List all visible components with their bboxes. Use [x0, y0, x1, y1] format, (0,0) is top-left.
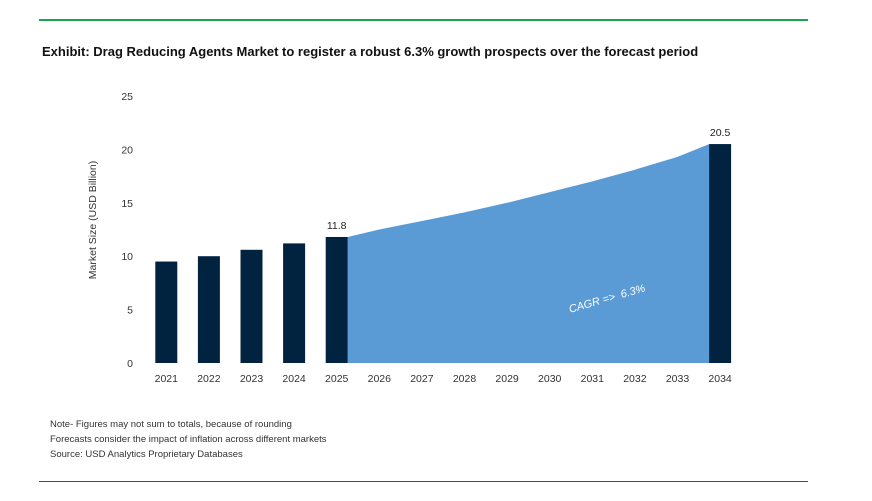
bar-2021: [155, 261, 178, 363]
bar-2025: [325, 236, 348, 363]
y-axis-label: Market Size (USD Billion): [87, 161, 99, 279]
y-tick-0: 0: [127, 358, 133, 370]
chart-title: Exhibit: Drag Reducing Agents Market to …: [42, 44, 699, 59]
forecast-area: [347, 144, 710, 363]
x-tick-2031: 2031: [581, 373, 605, 385]
x-tick-2030: 2030: [538, 373, 562, 385]
x-tick-2034: 2034: [708, 373, 732, 385]
x-tick-2026: 2026: [368, 373, 392, 385]
y-tick-5: 5: [127, 305, 133, 317]
footnotes: Note- Figures may not sum to totals, bec…: [50, 417, 327, 462]
y-tick-20: 20: [121, 144, 133, 156]
data-label-2025: 11.8: [327, 220, 347, 232]
note-inflation: Forecasts consider the impact of inflati…: [50, 434, 327, 445]
data-label-2034: 20.5: [710, 127, 731, 139]
y-tick-10: 10: [121, 251, 133, 263]
x-tick-2033: 2033: [666, 373, 690, 385]
bottom-rule: [39, 481, 808, 482]
x-tick-2022: 2022: [197, 373, 221, 385]
x-tick-2025: 2025: [325, 373, 349, 385]
x-tick-2027: 2027: [410, 373, 434, 385]
y-tick-25: 25: [121, 91, 133, 103]
x-tick-2024: 2024: [282, 373, 306, 385]
bar-2024: [283, 243, 306, 363]
x-tick-2023: 2023: [240, 373, 264, 385]
top-rule: [39, 19, 808, 21]
bar-2023: [240, 249, 263, 363]
note-rounding: Note- Figures may not sum to totals, bec…: [50, 419, 292, 430]
x-tick-2028: 2028: [453, 373, 477, 385]
y-tick-15: 15: [121, 198, 133, 210]
bar-2034: [709, 144, 732, 363]
note-source: Source: USD Analytics Proprietary Databa…: [50, 449, 243, 460]
x-tick-2032: 2032: [623, 373, 647, 385]
bar-2022: [197, 256, 220, 363]
x-tick-2021: 2021: [155, 373, 179, 385]
x-tick-2029: 2029: [495, 373, 519, 385]
